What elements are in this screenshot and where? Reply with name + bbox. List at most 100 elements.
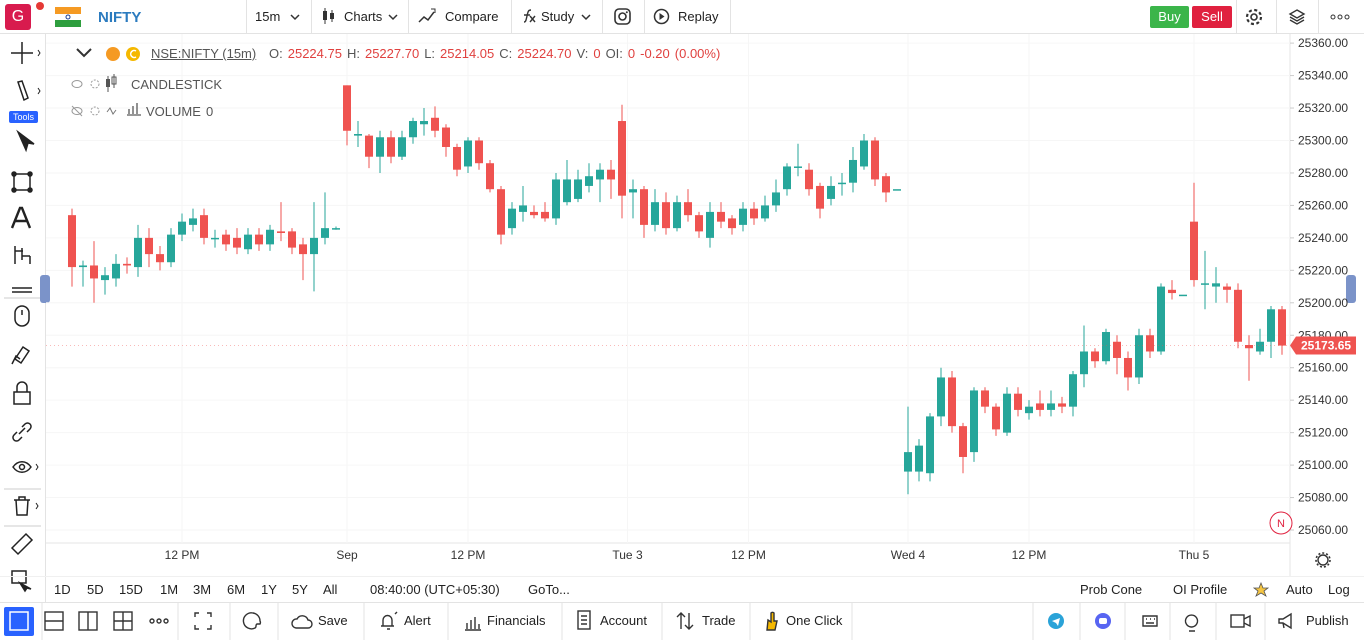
news-marker [1269,511,1293,535]
legend-value: 25227.70 [364,46,420,61]
candle-body [1278,309,1286,346]
candle-body [486,163,494,190]
candle-body [299,244,307,255]
notify-dot [36,2,44,10]
goto[interactable]: GoTo... [528,582,570,597]
divider [730,0,731,33]
oi-profile[interactable]: OI Profile [1173,582,1228,597]
legend-symbol[interactable]: NSE:NIFTY (15m) [151,46,257,61]
star-icon[interactable] [1253,582,1269,597]
divider [311,0,312,33]
more-icon[interactable] [1330,14,1350,20]
candle-body [321,228,329,238]
toolbar-button[interactable]: Trade [702,613,736,628]
range-button[interactable]: All [323,582,338,597]
candle-body [717,211,725,222]
range-button[interactable]: 6M [227,582,246,597]
axis-settings [1315,552,1331,568]
collapse-handle[interactable] [40,275,50,303]
candle-body [783,166,791,190]
auto-scale[interactable]: Auto [1286,582,1313,597]
divider [0,602,1364,603]
candle-body [376,137,384,157]
legend-values: O: 25224.75 H: 25227.70 L: 25214.05 C: 25224.70… [269,46,720,61]
instagram-icon[interactable] [614,8,631,25]
toolbar-button[interactable]: Save [318,613,348,628]
range-button[interactable]: 5D [87,582,104,597]
candle-body [640,189,648,225]
toolbar-button[interactable]: Account [600,613,647,628]
candle-body [574,179,582,199]
candle-body [882,176,890,193]
divider [644,0,645,33]
legend-label: L: [424,46,436,61]
x-tick-label: Sep [336,548,358,562]
toolbar-button[interactable]: Financials [487,613,546,628]
study-button[interactable]: Study [541,9,575,24]
legend-volume: VOLUME [146,104,201,119]
charts-button[interactable]: Charts [344,9,383,24]
candle-body [805,169,813,190]
prob-cone[interactable]: Prob Cone [1080,582,1143,597]
time-zone[interactable]: 08:40:00 (UTC+05:30) [370,582,500,597]
candle-body [1234,289,1242,342]
candle-body [915,445,923,472]
candle-body [288,231,296,248]
range-button[interactable]: 15D [119,582,143,597]
log-scale[interactable]: Log [1328,582,1350,597]
candle-body [893,189,901,191]
candle-body [475,140,483,164]
candle-body [1058,403,1066,407]
sell-button[interactable]: Sell [1192,6,1232,28]
toolbar-button[interactable]: Alert [404,613,431,628]
candle-body [343,85,351,131]
layers-icon[interactable] [1288,8,1306,26]
range-button[interactable]: 1M [160,582,179,597]
legend-value: 25224.70 [517,46,572,61]
interval[interactable]: 15m [255,9,281,24]
candle-body [1267,309,1275,342]
tool-icons[interactable] [0,34,45,602]
candle-body [1135,335,1143,378]
y-tick-label: 25200.00 [1298,296,1348,310]
candle-body [123,263,131,266]
candle-body [992,406,1000,430]
candle-body [1179,294,1187,297]
candle-body [365,135,373,157]
candle-body [970,390,978,453]
symbol[interactable]: NIFTY [98,9,142,26]
candle-body [530,211,538,216]
buy-button[interactable]: Buy [1150,6,1189,28]
collapse-handle[interactable] [1346,275,1356,303]
candle-body [1113,341,1121,358]
chart: 25060.00 25080.00 25100.00 25120.00 25140.00… [46,34,1356,577]
publish-button[interactable]: Publish [1306,613,1349,628]
range-button[interactable]: 3M [193,582,212,597]
range-button[interactable]: 1D [54,582,71,597]
candle-body [585,176,593,186]
settings-icon[interactable] [1245,8,1263,26]
candle-body [838,182,846,185]
toolbar-button[interactable]: One Click [786,613,843,628]
divider [0,576,1364,577]
replay-button[interactable]: Replay [678,9,719,24]
avatar[interactable]: G [5,4,31,30]
y-tick-label: 25360.00 [1298,36,1348,50]
y-tick-label: 25260.00 [1298,198,1348,212]
legend-label: H: [346,46,360,61]
candle-body [981,390,989,407]
candle-body [112,263,120,279]
candle-body [442,127,450,147]
candle-body [222,234,230,245]
legend-label: V: [576,46,589,61]
candle-body [860,140,868,167]
candle-body [651,202,659,225]
candle-body [596,169,604,180]
range-button[interactable]: 1Y [261,582,277,597]
divider [1236,0,1237,33]
bottom-icons[interactable] [0,603,1364,640]
compare-button[interactable]: Compare [445,9,499,24]
range-button[interactable]: 5Y [292,582,308,597]
divider [511,0,512,33]
legend-label: OI: [605,46,623,61]
